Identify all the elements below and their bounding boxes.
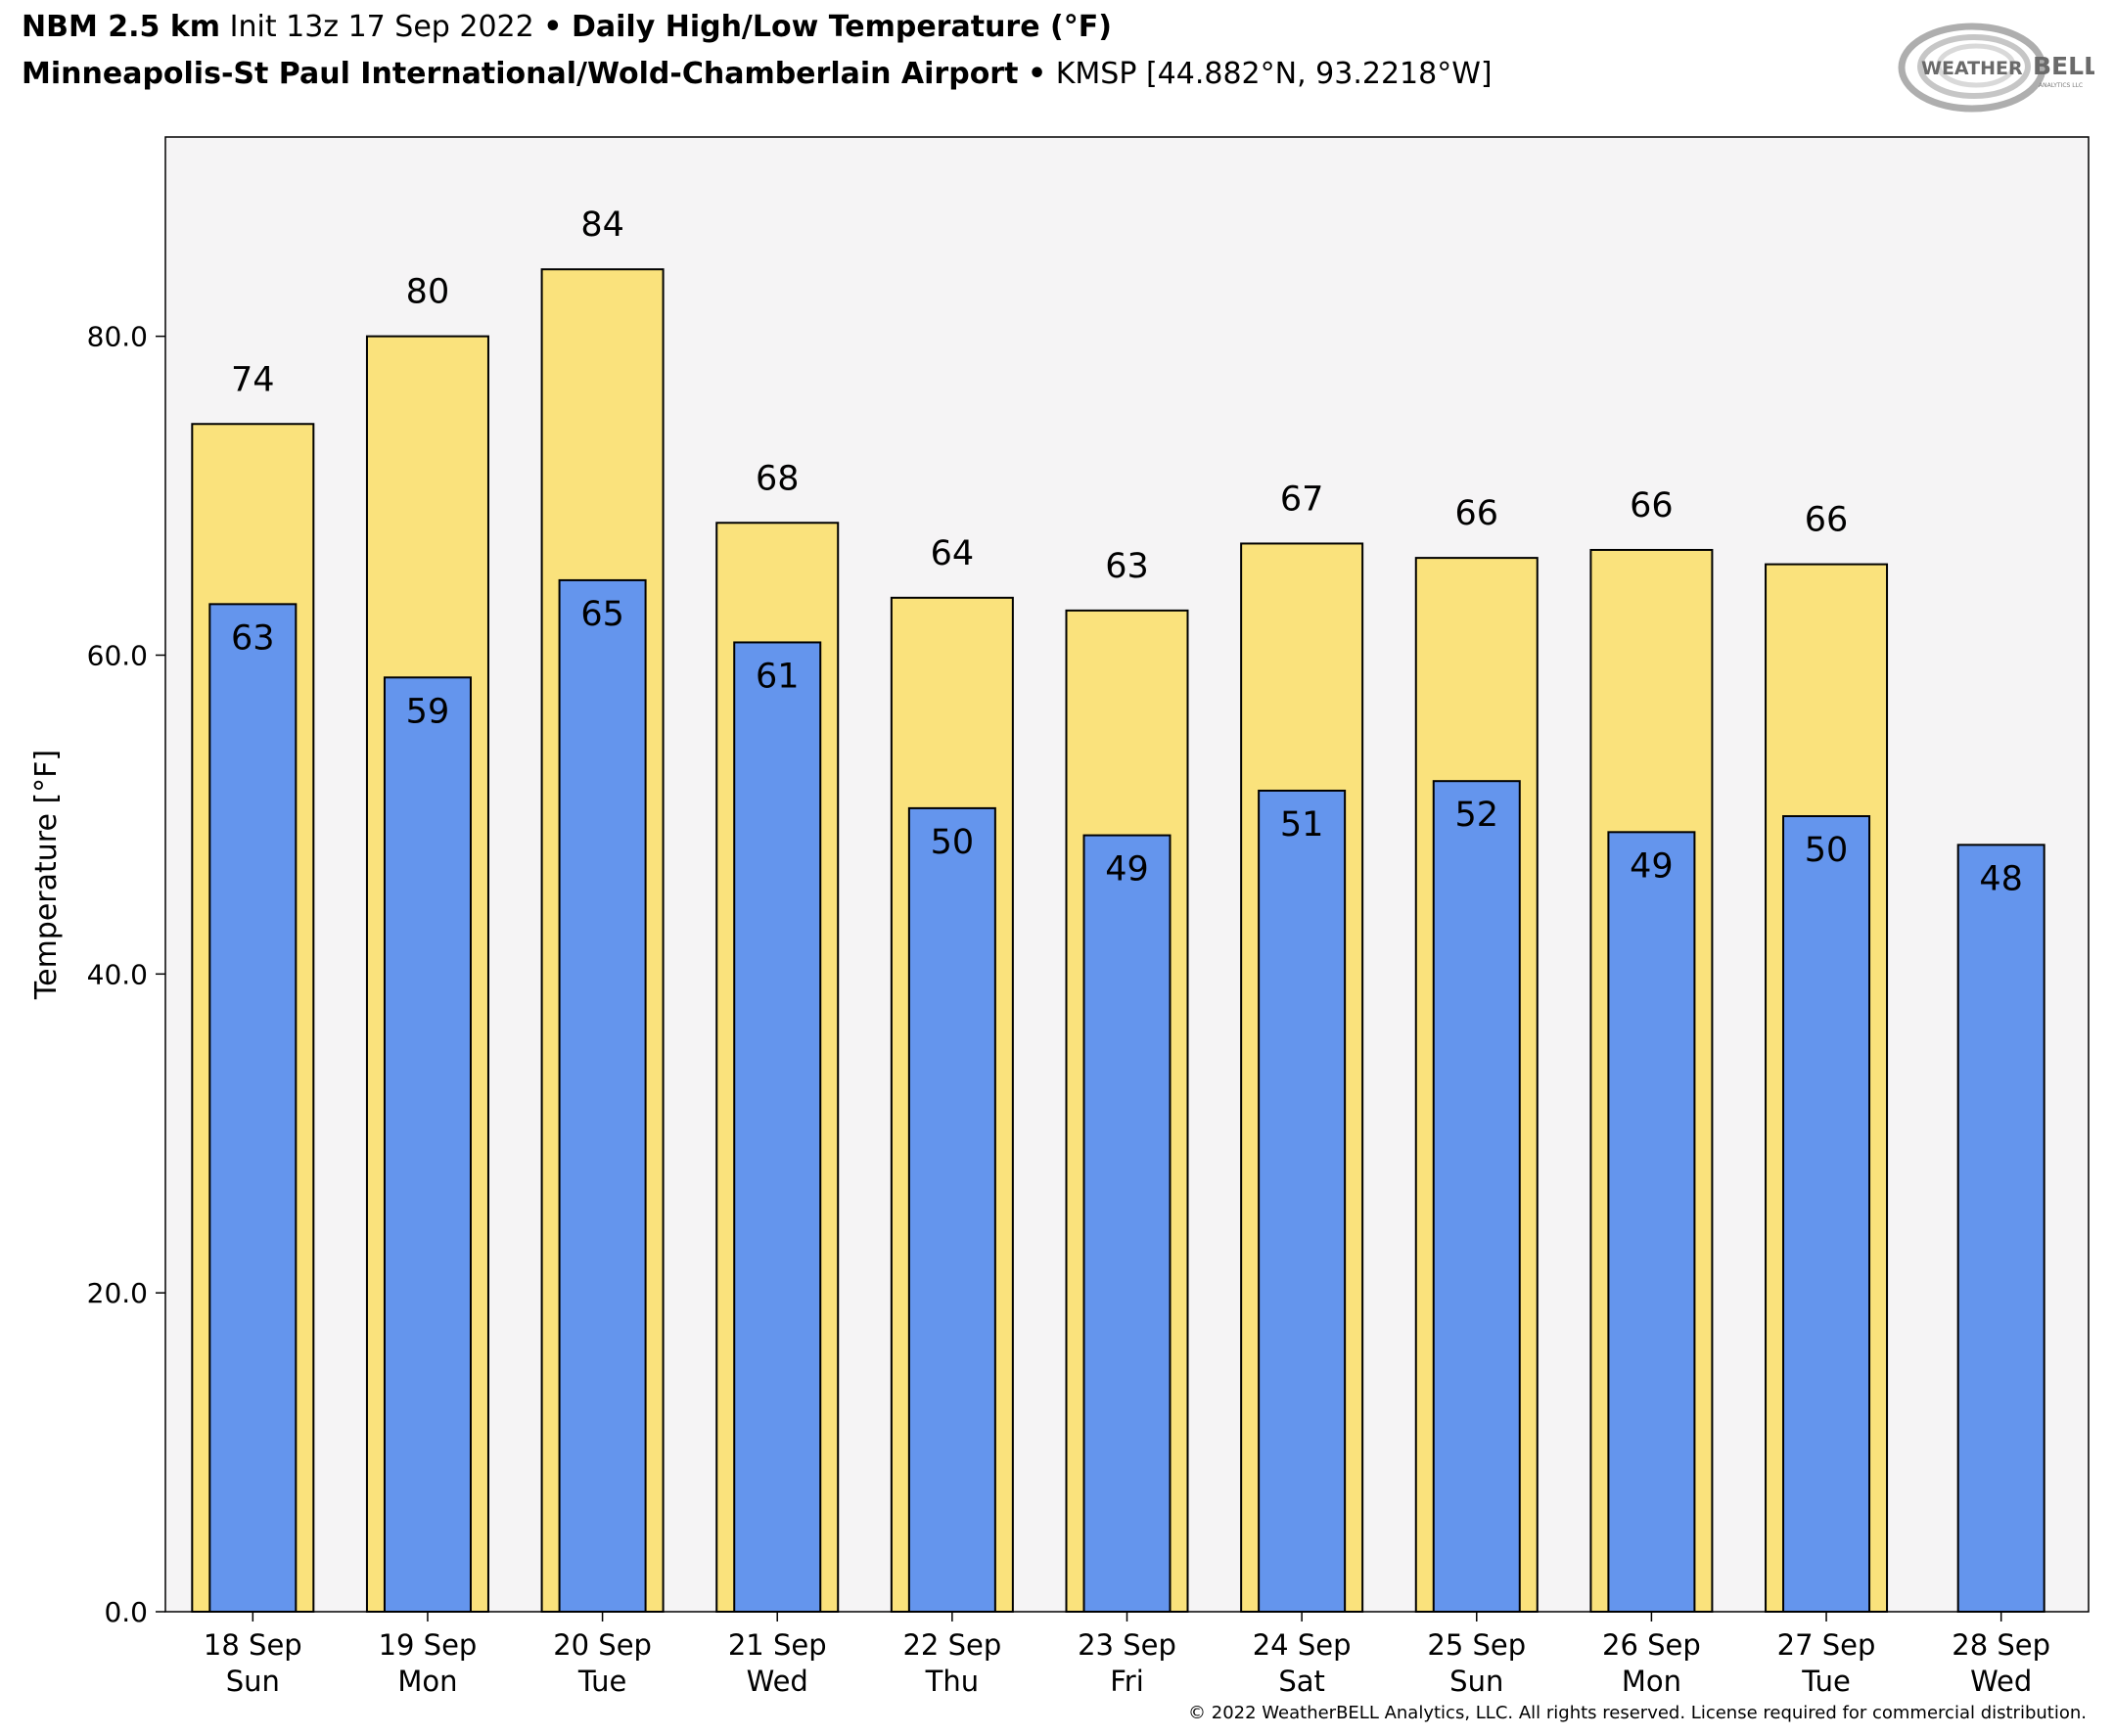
low-temp-label: 50 bbox=[1805, 831, 1849, 870]
x-tick-label-date: 19 Sep bbox=[379, 1628, 478, 1662]
header-separator-2: • bbox=[1028, 57, 1047, 91]
high-temp-label: 66 bbox=[1630, 486, 1674, 525]
svg-text:BELL: BELL bbox=[2033, 52, 2094, 80]
init-time: Init 13z 17 Sep 2022 bbox=[229, 10, 534, 44]
x-tick-label-day: Thu bbox=[925, 1665, 979, 1698]
high-temp-label: 80 bbox=[406, 273, 450, 312]
x-tick-label-date: 20 Sep bbox=[553, 1628, 652, 1662]
station-name: Minneapolis-St Paul International/Wold-C… bbox=[22, 57, 1019, 91]
x-tick-label-date: 23 Sep bbox=[1078, 1628, 1176, 1662]
high-temp-label: 67 bbox=[1280, 480, 1324, 519]
high-temp-label: 84 bbox=[580, 206, 624, 245]
low-temp-bar bbox=[1432, 780, 1521, 1613]
y-tick-label: 0.0 bbox=[104, 1596, 148, 1628]
x-tick-label-day: Sun bbox=[226, 1665, 280, 1698]
weatherbell-logo: WEATHER BELL ANALYTICS LLC bbox=[1898, 23, 2094, 113]
low-temp-label: 50 bbox=[931, 823, 975, 862]
high-temp-label: 68 bbox=[756, 459, 800, 498]
y-tick-label: 20.0 bbox=[87, 1277, 148, 1309]
high-temp-label: 66 bbox=[1805, 501, 1849, 540]
x-tick-label-date: 22 Sep bbox=[902, 1628, 1001, 1662]
svg-text:ANALYTICS LLC: ANALYTICS LLC bbox=[2039, 82, 2083, 89]
low-temp-bar bbox=[1258, 789, 1347, 1613]
low-temp-label: 63 bbox=[231, 618, 275, 658]
low-temp-label: 51 bbox=[1280, 805, 1324, 845]
copyright-notice: © 2022 WeatherBELL Analytics, LLC. All r… bbox=[1188, 1703, 2087, 1723]
low-temp-bar bbox=[907, 806, 996, 1613]
y-tick-label: 60.0 bbox=[87, 639, 148, 671]
x-tick-label-day: Mon bbox=[397, 1665, 457, 1698]
x-tick-label-date: 24 Sep bbox=[1253, 1628, 1352, 1662]
chart-header-line-1: NBM 2.5 km Init 13z 17 Sep 2022 • Daily … bbox=[22, 10, 1112, 44]
low-temp-bar bbox=[1082, 834, 1172, 1613]
low-temp-label: 49 bbox=[1630, 846, 1674, 886]
x-tick-label-day: Mon bbox=[1622, 1665, 1681, 1698]
model-name: NBM 2.5 km bbox=[22, 10, 221, 44]
x-tick-label-date: 25 Sep bbox=[1427, 1628, 1526, 1662]
x-tick-label-date: 27 Sep bbox=[1777, 1628, 1876, 1662]
x-tick-label-day: Sun bbox=[1449, 1665, 1503, 1698]
low-temp-bar bbox=[1956, 844, 2045, 1613]
y-axis-label: Temperature [°F] bbox=[29, 750, 64, 1000]
x-tick-label-day: Wed bbox=[747, 1665, 808, 1698]
x-tick-label-day: Tue bbox=[577, 1665, 627, 1698]
x-tick-label-date: 28 Sep bbox=[1952, 1628, 2050, 1662]
product-title: Daily High/Low Temperature (°F) bbox=[572, 10, 1112, 44]
x-tick-label-date: 18 Sep bbox=[204, 1628, 302, 1662]
station-id: KMSP [44.882°N, 93.2218°W] bbox=[1055, 57, 1493, 91]
low-temp-label: 59 bbox=[406, 692, 450, 731]
low-temp-bar bbox=[558, 578, 647, 1614]
high-temp-label: 74 bbox=[231, 360, 275, 399]
high-temp-label: 63 bbox=[1105, 547, 1149, 586]
x-tick-label-day: Sat bbox=[1278, 1665, 1325, 1698]
x-tick-label-date: 26 Sep bbox=[1602, 1628, 1701, 1662]
high-temp-label: 64 bbox=[931, 534, 975, 573]
high-temp-label: 66 bbox=[1454, 494, 1498, 533]
y-tick-label: 40.0 bbox=[87, 958, 148, 990]
low-temp-bar bbox=[1607, 831, 1696, 1613]
x-tick-label-day: Tue bbox=[1801, 1665, 1851, 1698]
low-temp-label: 61 bbox=[756, 657, 800, 696]
low-temp-label: 52 bbox=[1454, 796, 1498, 835]
x-tick-label-day: Fri bbox=[1110, 1665, 1144, 1698]
x-tick-label-date: 21 Sep bbox=[728, 1628, 827, 1662]
low-temp-label: 48 bbox=[1979, 859, 2023, 898]
x-tick-label-day: Wed bbox=[1970, 1665, 2032, 1698]
y-tick-label: 80.0 bbox=[87, 321, 148, 353]
low-temp-label: 49 bbox=[1105, 850, 1149, 890]
low-temp-bar bbox=[733, 641, 822, 1613]
low-temp-bar bbox=[383, 676, 472, 1613]
header-separator: • bbox=[543, 10, 563, 44]
svg-text:WEATHER: WEATHER bbox=[1921, 58, 2023, 79]
low-temp-bar bbox=[208, 603, 298, 1613]
low-temp-bar bbox=[1782, 815, 1871, 1613]
low-temp-label: 65 bbox=[580, 595, 624, 634]
chart-header-line-2: Minneapolis-St Paul International/Wold-C… bbox=[22, 57, 1493, 91]
